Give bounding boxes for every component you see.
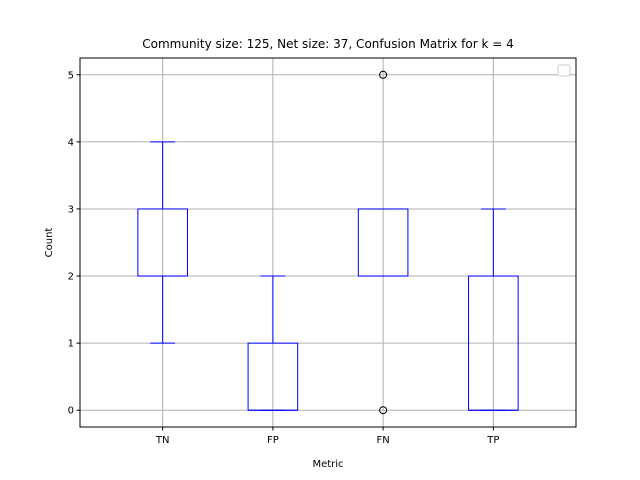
y-tick-label: 5 (68, 70, 74, 81)
y-axis-label: Count (44, 228, 55, 258)
y-tick-label: 4 (68, 137, 74, 148)
outlier-point (379, 70, 388, 79)
plot-area (137, 70, 519, 415)
grid (80, 58, 576, 427)
y-tick-label: 0 (68, 406, 74, 417)
chart-title: Community size: 125, Net size: 37, Confu… (142, 37, 514, 51)
y-tick-label: 1 (68, 339, 74, 350)
x-tick-label: TN (155, 435, 170, 446)
y-tick-label: 2 (68, 272, 74, 283)
axes-frame (79, 57, 577, 428)
x-tick-label: FP (267, 435, 279, 446)
legend-box (557, 64, 571, 77)
x-tick-label: FN (376, 435, 389, 446)
outlier-point (379, 406, 388, 415)
axis-ticks: 0 1 2 3 4 5 TN FP FN TP (68, 70, 500, 446)
x-tick-label: TP (486, 435, 499, 446)
x-axis-label: Metric (312, 459, 343, 470)
y-tick-label: 3 (68, 204, 74, 215)
